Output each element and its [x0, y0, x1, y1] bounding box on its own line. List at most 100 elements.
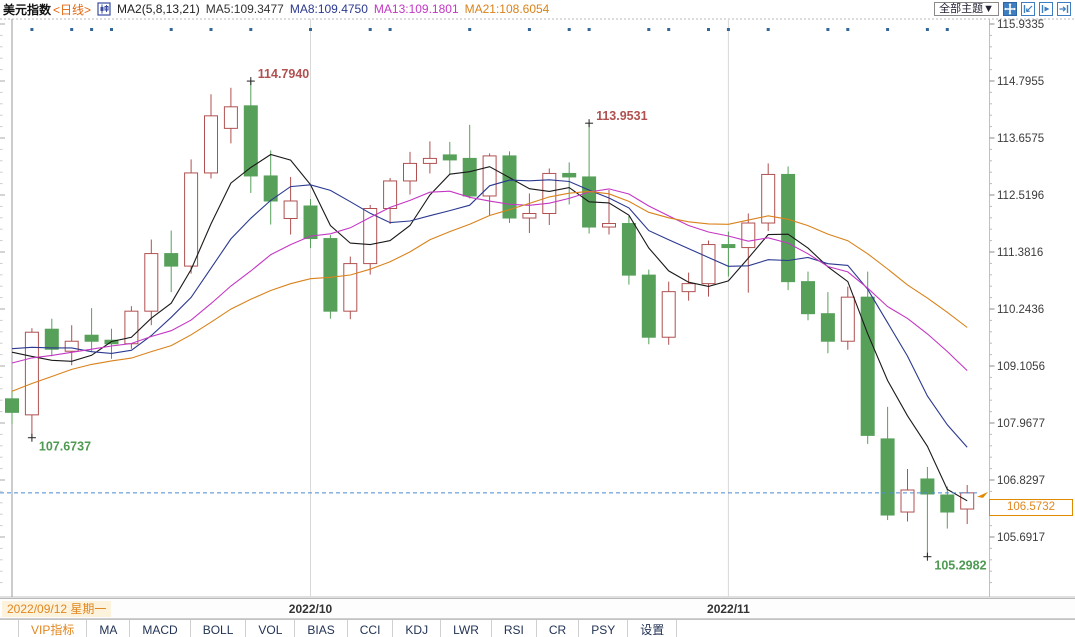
date-axis-band: 2022/09/12 星期一 2022/10 2022/11 [0, 598, 1075, 619]
indicator-tab-macd[interactable]: MACD [130, 620, 191, 637]
candle-body [223, 106, 238, 129]
svg-text:106.8297: 106.8297 [997, 475, 1045, 487]
nav-forward-icon[interactable] [1039, 2, 1053, 16]
x-axis-label: 2022/11 [707, 602, 750, 616]
candle-body [323, 238, 338, 312]
indicator-tab-bias[interactable]: BIAS [295, 620, 348, 637]
indicator-tab-vol[interactable]: VOL [246, 620, 296, 637]
candle-body [124, 310, 139, 345]
current-price-arrow [977, 491, 988, 498]
theme-dropdown[interactable]: 全部主题▼ [934, 2, 999, 16]
candle-body [422, 157, 437, 164]
candle-body [363, 207, 378, 265]
ma21-value: MA21:108.6054 [464, 2, 550, 16]
candle-body [900, 489, 915, 513]
y-axis-ticks: 115.9335 114.7955 113.6575 112.5196 111.3816… [0, 19, 1045, 584]
svg-text:113.6575: 113.6575 [997, 133, 1044, 145]
period-selector[interactable]: <日线> [53, 2, 92, 17]
indicator-tab-cci[interactable]: CCI [348, 620, 394, 637]
chart-header: 美元指数 <日线> MA2(5,8,13,21) MA5:109.3477 MA… [0, 0, 1075, 18]
svg-text:110.2436: 110.2436 [997, 304, 1044, 316]
candle-body [940, 494, 955, 513]
candle-body [204, 115, 218, 174]
candle-body [502, 155, 517, 219]
indicator-tab-cr[interactable]: CR [537, 620, 580, 637]
event-markers [30, 28, 949, 31]
x-axis-label: 2022/10 [288, 602, 333, 616]
svg-text:109.1056: 109.1056 [997, 361, 1045, 373]
indicator-tab-psy[interactable]: PSY [579, 620, 629, 637]
candle-body [840, 296, 855, 342]
candle-body [661, 291, 676, 338]
annotation-label: 114.7940 [258, 67, 309, 81]
candle-body [243, 105, 258, 177]
ma-line-ma13 [11, 188, 968, 371]
candles [5, 81, 975, 557]
annotation-label: 113.9531 [596, 109, 647, 123]
ma13-value: MA13:109.1801 [373, 2, 459, 16]
candle-body [681, 283, 696, 293]
candle-body [64, 340, 79, 352]
crosshair-move-icon[interactable] [1003, 2, 1017, 16]
candle-body [721, 244, 736, 249]
candle-body [24, 331, 39, 416]
candle-body [5, 398, 19, 413]
current-price-tag: 106.5732 [989, 499, 1073, 516]
candle-body [144, 253, 159, 312]
ma-line-ma21 [11, 190, 968, 392]
svg-text:115.9335: 115.9335 [997, 19, 1044, 31]
svg-text:112.5196: 112.5196 [997, 190, 1044, 202]
ma-line-ma5 [11, 153, 968, 502]
nav-start-icon[interactable] [1021, 2, 1035, 16]
candlestick-chart[interactable]: 115.9335 114.7955 113.6575 112.5196 111.3816… [0, 18, 1075, 598]
candle-body [403, 162, 417, 182]
candle-body [522, 213, 537, 219]
candle-body [741, 222, 756, 249]
candle-body [801, 281, 815, 315]
symbol-title: 美元指数 [3, 2, 52, 17]
candle-body [701, 244, 716, 285]
indicator-tab-kdj[interactable]: KDJ [393, 620, 442, 637]
candle-body [920, 478, 935, 495]
candle-body [641, 274, 656, 338]
svg-text:107.9677: 107.9677 [997, 418, 1045, 430]
indicator-tab-lwr[interactable]: LWR [441, 620, 492, 637]
indicator-tab-rsi[interactable]: RSI [492, 620, 537, 637]
indicator-tab-boll[interactable]: BOLL [191, 620, 247, 637]
month-gridlines [310, 19, 729, 597]
candle-body [383, 180, 398, 209]
svg-text:111.3816: 111.3816 [997, 247, 1043, 259]
indicator-toolbar: VIP指标 MA MACD BOLL VOL BIAS CCI KDJ LWR RSI CR PSY 设… [0, 619, 1075, 637]
indicator-tab-设置[interactable]: 设置 [628, 620, 678, 637]
kline-chart-icon [97, 2, 111, 16]
candle-body [303, 205, 318, 240]
candle-body [482, 155, 497, 197]
candle-body [462, 157, 477, 197]
candle-body [44, 328, 59, 350]
candle-body [164, 253, 179, 267]
ma5-value: MA5:109.3477 [205, 2, 284, 16]
candle-body [761, 173, 776, 224]
header-tools: 全部主题▼ [934, 2, 1075, 16]
candle-body [621, 223, 636, 276]
candle-body [343, 263, 358, 312]
svg-text:114.7955: 114.7955 [997, 76, 1044, 88]
candle-body [283, 200, 298, 220]
nav-end-icon[interactable] [1057, 2, 1071, 16]
candle-body [860, 296, 875, 436]
annotation-label: 107.6737 [39, 440, 91, 454]
candle-body [602, 223, 616, 228]
ma-settings-label[interactable]: MA2(5,8,13,21) [117, 2, 200, 16]
annotation-label: 105.2982 [934, 559, 986, 573]
candle-body [184, 172, 199, 267]
indicator-tab-vip指标[interactable]: VIP指标 [18, 620, 88, 637]
candle-body [562, 172, 577, 178]
ma-line-ma8 [11, 179, 968, 448]
candle-body [820, 313, 835, 342]
ma8-value: MA8:109.4750 [289, 2, 368, 16]
candle-body [960, 492, 975, 510]
svg-text:105.6917: 105.6917 [997, 532, 1045, 544]
candle-body [442, 154, 457, 161]
indicator-tab-ma[interactable]: MA [87, 620, 131, 637]
